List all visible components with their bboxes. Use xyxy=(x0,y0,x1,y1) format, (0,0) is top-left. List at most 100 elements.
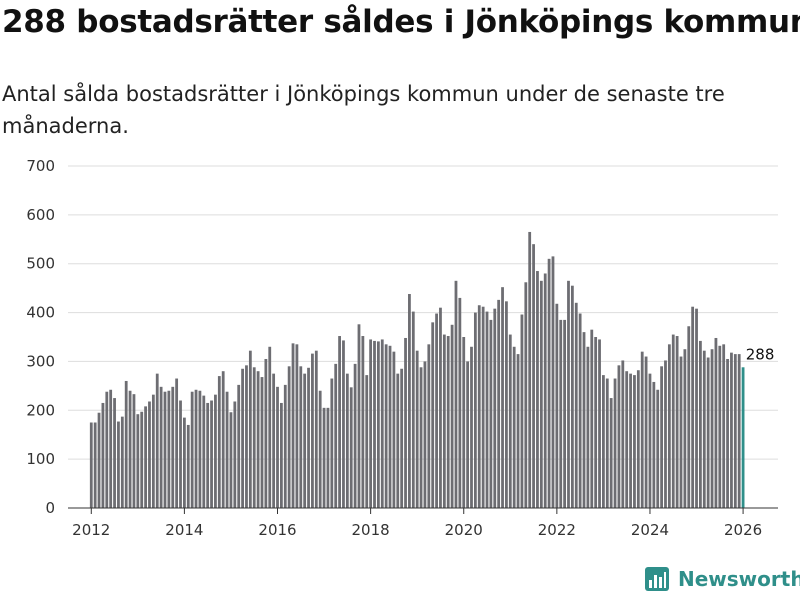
bar xyxy=(276,386,279,508)
bar xyxy=(357,324,361,508)
bar xyxy=(396,373,400,508)
bar xyxy=(613,378,617,508)
bar xyxy=(590,329,594,508)
bar xyxy=(505,301,508,508)
bar xyxy=(330,378,334,508)
y-tick-label: 300 xyxy=(26,352,55,370)
bar xyxy=(563,319,567,508)
bar xyxy=(163,391,167,508)
bar xyxy=(528,231,532,508)
bar xyxy=(559,319,563,508)
bar xyxy=(291,343,295,508)
bar xyxy=(241,368,244,508)
bar xyxy=(159,386,163,508)
bar xyxy=(454,280,458,508)
bar xyxy=(210,400,213,508)
bar xyxy=(605,378,609,508)
bar xyxy=(524,282,528,508)
chart-title: 288 bostadsrätter såldes i Jönköpings ko… xyxy=(2,4,800,40)
bar xyxy=(295,344,299,508)
bar xyxy=(439,307,442,508)
bar xyxy=(182,417,186,508)
bar xyxy=(237,384,241,508)
bar xyxy=(411,311,415,508)
bar xyxy=(190,391,194,508)
bar xyxy=(547,258,551,508)
bar xyxy=(446,336,450,508)
bar xyxy=(675,336,679,508)
bar xyxy=(136,414,140,508)
bar xyxy=(256,371,260,508)
bar xyxy=(477,305,481,508)
bar xyxy=(733,354,737,508)
x-tick-label: 2016 xyxy=(258,521,296,539)
bar xyxy=(268,346,272,508)
bar xyxy=(520,314,524,508)
bar xyxy=(314,350,318,508)
bar xyxy=(706,357,710,508)
bar xyxy=(272,373,276,508)
bar xyxy=(194,389,198,508)
bar xyxy=(376,341,380,508)
y-tick-label: 200 xyxy=(26,401,55,419)
bar xyxy=(470,346,473,508)
x-tick-label: 2026 xyxy=(724,521,762,539)
bar xyxy=(621,360,625,508)
bar xyxy=(97,412,101,508)
bar xyxy=(532,244,535,508)
bar xyxy=(652,381,656,508)
bar xyxy=(629,373,632,508)
bar xyxy=(609,398,613,508)
bar xyxy=(699,340,702,508)
bar xyxy=(384,344,388,508)
bar xyxy=(245,365,248,508)
bar xyxy=(225,391,229,508)
bar xyxy=(633,375,636,508)
bar xyxy=(586,346,590,508)
y-tick-label: 0 xyxy=(45,499,55,517)
bar xyxy=(404,337,407,508)
bar xyxy=(617,365,621,508)
bar xyxy=(148,401,151,508)
bar xyxy=(140,411,144,508)
bar xyxy=(598,339,601,508)
newsworthy-logo-text: Newsworthy xyxy=(678,567,800,591)
bar xyxy=(450,324,454,508)
bar xyxy=(93,422,97,508)
bar xyxy=(423,361,427,508)
bar xyxy=(462,337,466,508)
bar xyxy=(574,302,578,508)
bar xyxy=(493,308,497,508)
x-tick-label: 2024 xyxy=(631,521,669,539)
bar xyxy=(179,400,182,508)
bar xyxy=(415,350,419,508)
bar xyxy=(466,361,470,508)
y-tick-label: 100 xyxy=(26,450,55,468)
bar xyxy=(303,373,307,508)
bar xyxy=(117,421,120,508)
bar xyxy=(458,297,462,508)
bar xyxy=(640,351,644,508)
bar xyxy=(512,346,516,508)
bar xyxy=(539,280,543,508)
y-tick-label: 600 xyxy=(26,206,55,224)
bar xyxy=(730,352,733,508)
bar-chart: 0 100 200 300 400 500 600 700 2012 2014 2016 2018 20… xyxy=(26,157,778,539)
bar-highlight xyxy=(741,367,745,508)
y-tick-label: 700 xyxy=(26,157,55,175)
bar xyxy=(508,334,512,508)
bar xyxy=(578,313,582,508)
bar xyxy=(252,367,256,508)
bar xyxy=(318,390,322,508)
bar xyxy=(660,366,664,508)
bar xyxy=(307,367,310,508)
bar xyxy=(691,306,695,508)
bar xyxy=(683,349,687,508)
bar xyxy=(625,371,629,508)
bar xyxy=(132,394,136,508)
bar xyxy=(726,358,729,508)
bar xyxy=(714,337,718,508)
bar xyxy=(171,386,175,508)
bar xyxy=(144,406,147,508)
bar xyxy=(113,398,116,508)
